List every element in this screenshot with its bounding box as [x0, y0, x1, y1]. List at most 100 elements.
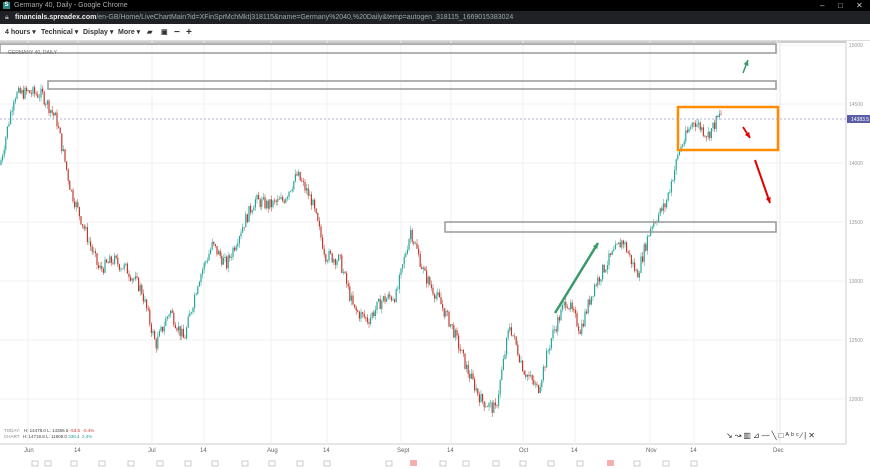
candle-body: [237, 243, 239, 247]
date-tick-label: Nov: [646, 448, 657, 454]
candle-body: [258, 195, 260, 200]
address-bar[interactable]: 🔒︎ financials.spreadex.com/en-GB/Home/Liv…: [0, 11, 870, 24]
candle-body: [478, 394, 480, 403]
candle-body: [472, 373, 474, 380]
window-titlebar: S Germany 40, Daily - Google Chrome – □ ✕: [0, 0, 870, 11]
fib-icon[interactable]: ▥: [743, 431, 753, 440]
candle-body: [293, 181, 295, 190]
interval-dropdown[interactable]: 4 hours ▾: [5, 29, 36, 36]
maximize-button[interactable]: □: [838, 1, 843, 10]
candle-body: [142, 293, 144, 302]
candle-body: [464, 353, 466, 369]
technical-dropdown[interactable]: Technical ▾: [41, 29, 79, 36]
more-dropdown[interactable]: More ▾: [118, 29, 141, 36]
pen-icon[interactable]: ∕: [800, 431, 805, 440]
candle-body: [694, 122, 696, 127]
close-window-button[interactable]: ✕: [856, 1, 863, 10]
zoom-in-icon[interactable]: +: [186, 27, 192, 38]
candle-body: [94, 251, 96, 254]
hline-icon[interactable]: —: [761, 431, 772, 440]
candle-body: [192, 307, 194, 313]
candle-body: [53, 112, 55, 116]
candle-body: [589, 299, 591, 305]
candle-body: [77, 202, 79, 208]
candle-body: [19, 87, 21, 94]
candle-body: [554, 329, 556, 330]
candle-body: [482, 394, 484, 402]
candle-body: [214, 244, 216, 246]
candle-body: [309, 194, 311, 196]
candle-body: [693, 122, 695, 124]
vline-icon[interactable]: |: [804, 431, 809, 440]
candle-body: [381, 300, 383, 310]
fan-icon[interactable]: ⊿: [752, 431, 762, 440]
candle-body: [107, 262, 109, 264]
candle-body: [69, 180, 71, 190]
candle-body: [630, 254, 632, 265]
candle-body: [637, 270, 639, 278]
event-icon: [184, 460, 192, 467]
candle-body: [373, 312, 375, 317]
candle-body: [475, 388, 477, 391]
candle-body: [592, 295, 594, 297]
candle-body: [117, 257, 119, 265]
candle-body: [125, 263, 127, 265]
candle-body: [102, 268, 104, 273]
candle-body: [80, 216, 82, 225]
candle-body: [93, 251, 95, 252]
candle-body: [46, 100, 48, 105]
close-icon[interactable]: ✕: [808, 431, 817, 440]
candle-body: [288, 191, 290, 197]
candle-body: [602, 264, 604, 280]
candle-body: [494, 402, 496, 406]
zoom-out-icon[interactable]: −: [174, 27, 180, 38]
candle-body: [24, 87, 26, 99]
text-icon[interactable]: ᴬᵇᶜ: [785, 431, 801, 440]
candle-body: [448, 311, 450, 327]
candle-body: [286, 196, 288, 199]
rectangle-icon[interactable]: □: [778, 431, 786, 440]
open-folder-icon[interactable]: ▰: [147, 29, 153, 36]
candle-body: [525, 374, 527, 377]
candle-body: [166, 316, 168, 319]
candle-body: [312, 199, 314, 206]
candle-body: [717, 115, 719, 118]
candle-body: [666, 200, 668, 208]
candle-body: [400, 268, 402, 275]
pointer-icon[interactable]: ↘: [726, 431, 735, 440]
current-price-label: 14383.5: [851, 117, 869, 123]
curve-icon[interactable]: ↝: [734, 431, 744, 440]
minimize-button[interactable]: –: [820, 1, 825, 10]
candle-body: [523, 371, 525, 375]
trendline-icon[interactable]: ╲: [771, 431, 779, 440]
candle-body: [354, 304, 356, 308]
candle-body: [384, 296, 386, 302]
save-icon[interactable]: ▣: [161, 29, 168, 36]
candle-body: [355, 307, 357, 311]
candle-body: [645, 244, 647, 251]
price-tick-label: 12500: [849, 338, 863, 344]
candle-body: [200, 274, 202, 283]
candle-body: [122, 268, 124, 270]
candle-body: [64, 149, 66, 162]
candle-body: [664, 203, 666, 208]
candle-body: [210, 249, 212, 254]
candle-body: [106, 259, 108, 263]
candle-body: [130, 277, 132, 281]
candle-body: [299, 172, 301, 181]
candle-body: [406, 249, 408, 254]
display-dropdown[interactable]: Display ▾: [83, 29, 114, 36]
candle-body: [616, 244, 618, 245]
price-tick-label: 15000: [849, 43, 863, 49]
candle-body: [282, 197, 284, 201]
candle-body: [474, 379, 476, 391]
price-chart[interactable]: 14383.5 15000 14500 14000 13500 13000 12500 120…: [0, 41, 870, 469]
drawing-tools: ↘↝▥⊿—╲□ᴬᵇᶜ∕|✕: [726, 431, 817, 440]
candle-body: [285, 198, 287, 203]
event-icon: [296, 460, 304, 467]
event-icon: [127, 460, 135, 467]
candle-body: [150, 324, 152, 334]
price-tick-label: 14000: [849, 161, 863, 167]
candle-body: [234, 247, 236, 251]
candle-body: [226, 256, 228, 269]
